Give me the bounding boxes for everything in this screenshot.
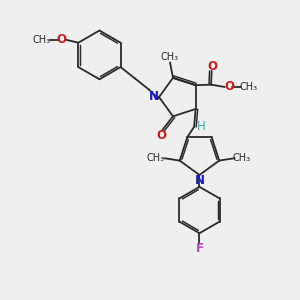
Text: CH₃: CH₃: [32, 35, 50, 45]
Text: O: O: [208, 60, 218, 73]
Text: O: O: [156, 128, 167, 142]
Text: CH₃: CH₃: [233, 153, 251, 163]
Text: CH₃: CH₃: [147, 153, 165, 163]
Text: N: N: [194, 174, 205, 188]
Text: CH₃: CH₃: [161, 52, 179, 62]
Text: N: N: [149, 90, 159, 103]
Text: H: H: [197, 120, 206, 133]
Text: O: O: [224, 80, 234, 94]
Text: O: O: [56, 33, 66, 46]
Text: CH₃: CH₃: [239, 82, 258, 92]
Text: F: F: [196, 242, 203, 256]
